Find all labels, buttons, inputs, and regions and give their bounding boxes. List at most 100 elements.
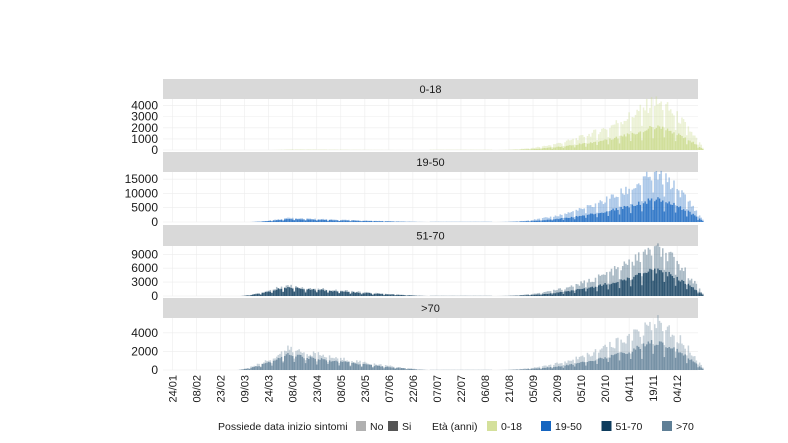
bar-no — [633, 265, 635, 277]
bar-si — [607, 289, 610, 296]
bar-si — [697, 147, 699, 150]
bar-si — [540, 221, 542, 222]
bar-si — [585, 217, 587, 222]
bar-si — [327, 292, 329, 296]
bar-si — [351, 292, 353, 296]
bar-no — [325, 218, 328, 220]
bar-no — [327, 362, 329, 364]
bar-si — [551, 368, 553, 370]
bar-si — [529, 369, 531, 370]
bar-si — [378, 293, 381, 296]
bar-no — [324, 356, 326, 360]
bar-si — [303, 289, 305, 296]
bar-si — [314, 358, 316, 370]
bar-no — [250, 366, 252, 368]
bar-no — [700, 144, 702, 148]
bar-no — [527, 294, 529, 296]
bar-si — [359, 293, 361, 296]
bar-no — [285, 351, 288, 355]
bar-no — [655, 171, 658, 200]
bar-no — [655, 245, 658, 274]
bar-si — [338, 293, 340, 296]
bar-no — [548, 217, 550, 220]
bar-no — [658, 320, 661, 342]
bar-no — [604, 274, 606, 284]
bar-si — [271, 365, 273, 370]
bar-no — [681, 190, 683, 210]
bar-no — [676, 342, 678, 349]
bar-si — [399, 294, 401, 296]
bar-si — [631, 279, 634, 296]
bar-si — [625, 136, 627, 150]
bar-si — [629, 358, 632, 370]
bar-no — [524, 294, 526, 296]
bar-no — [287, 217, 289, 220]
bar-si — [553, 147, 555, 150]
x-tick-label: 07/06 — [384, 375, 396, 403]
bar-no — [678, 190, 680, 208]
bar-si — [335, 360, 337, 370]
bar-no — [298, 218, 300, 220]
bar-no — [295, 218, 297, 219]
bar-si — [521, 295, 523, 296]
bar-si — [634, 205, 637, 222]
bar-no — [668, 325, 670, 347]
bar-no — [282, 360, 284, 363]
bar-si — [303, 219, 305, 222]
bar-no — [540, 147, 542, 150]
bar-si — [674, 141, 677, 150]
bar-si — [700, 219, 702, 222]
x-tick-label: 04/11 — [624, 375, 636, 402]
bar-no — [644, 176, 646, 202]
bar-si — [617, 138, 619, 150]
facet-strip — [163, 79, 698, 99]
bar-si — [546, 367, 549, 370]
bar-no — [277, 354, 280, 358]
bar-no — [521, 148, 523, 150]
bar-si — [370, 365, 372, 370]
bar-si — [610, 210, 613, 222]
bar-no — [557, 142, 560, 147]
bar-si — [567, 365, 570, 370]
bar-no — [283, 287, 286, 289]
bar-no — [280, 219, 283, 220]
bar-si — [317, 219, 320, 222]
bar-no — [665, 330, 667, 348]
bar-si — [340, 220, 342, 222]
bar-no — [690, 131, 693, 143]
bar-no — [535, 147, 537, 149]
bar-si — [352, 291, 355, 296]
bar-no — [354, 220, 356, 221]
bar-no — [601, 201, 603, 213]
bar-si — [597, 285, 600, 296]
bar-no — [588, 205, 590, 215]
bar-si — [575, 289, 578, 296]
bar-si — [641, 358, 643, 370]
bar-si — [570, 290, 573, 296]
bar-si — [346, 362, 348, 370]
bar-no — [293, 290, 296, 292]
bar-no — [647, 177, 650, 199]
bar-si — [556, 292, 558, 296]
bar-no — [344, 219, 347, 221]
bar-no — [629, 353, 632, 359]
bar-si — [633, 348, 635, 370]
bar-no — [679, 270, 682, 282]
bar-si — [360, 221, 363, 222]
bar-si — [655, 344, 658, 370]
bar-si — [538, 368, 541, 370]
bar-si — [279, 358, 281, 370]
bar-si — [293, 220, 296, 222]
bar-no — [631, 189, 634, 205]
bar-no — [549, 145, 552, 148]
bar-no — [687, 278, 690, 284]
bar-si — [548, 219, 550, 222]
bar-no — [653, 171, 656, 202]
bar-si — [599, 140, 602, 150]
bar-si — [609, 357, 611, 370]
bar-no — [679, 123, 682, 135]
bar-no — [610, 347, 613, 355]
bar-no — [394, 368, 397, 369]
bar-si — [597, 213, 600, 222]
bar-no — [601, 274, 603, 286]
